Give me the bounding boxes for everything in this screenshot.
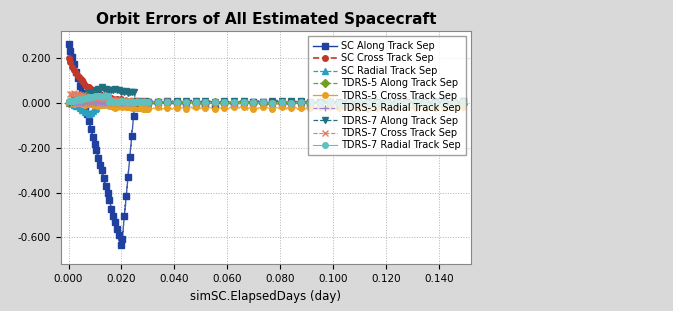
- X-axis label: simSC.ElapsedDays (day): simSC.ElapsedDays (day): [190, 290, 341, 303]
- Legend: SC Along Track Sep, SC Cross Track Sep, SC Radial Track Sep, TDRS-5 Along Track : SC Along Track Sep, SC Cross Track Sep, …: [308, 36, 466, 156]
- Title: Orbit Errors of All Estimated Spacecraft: Orbit Errors of All Estimated Spacecraft: [96, 12, 436, 27]
